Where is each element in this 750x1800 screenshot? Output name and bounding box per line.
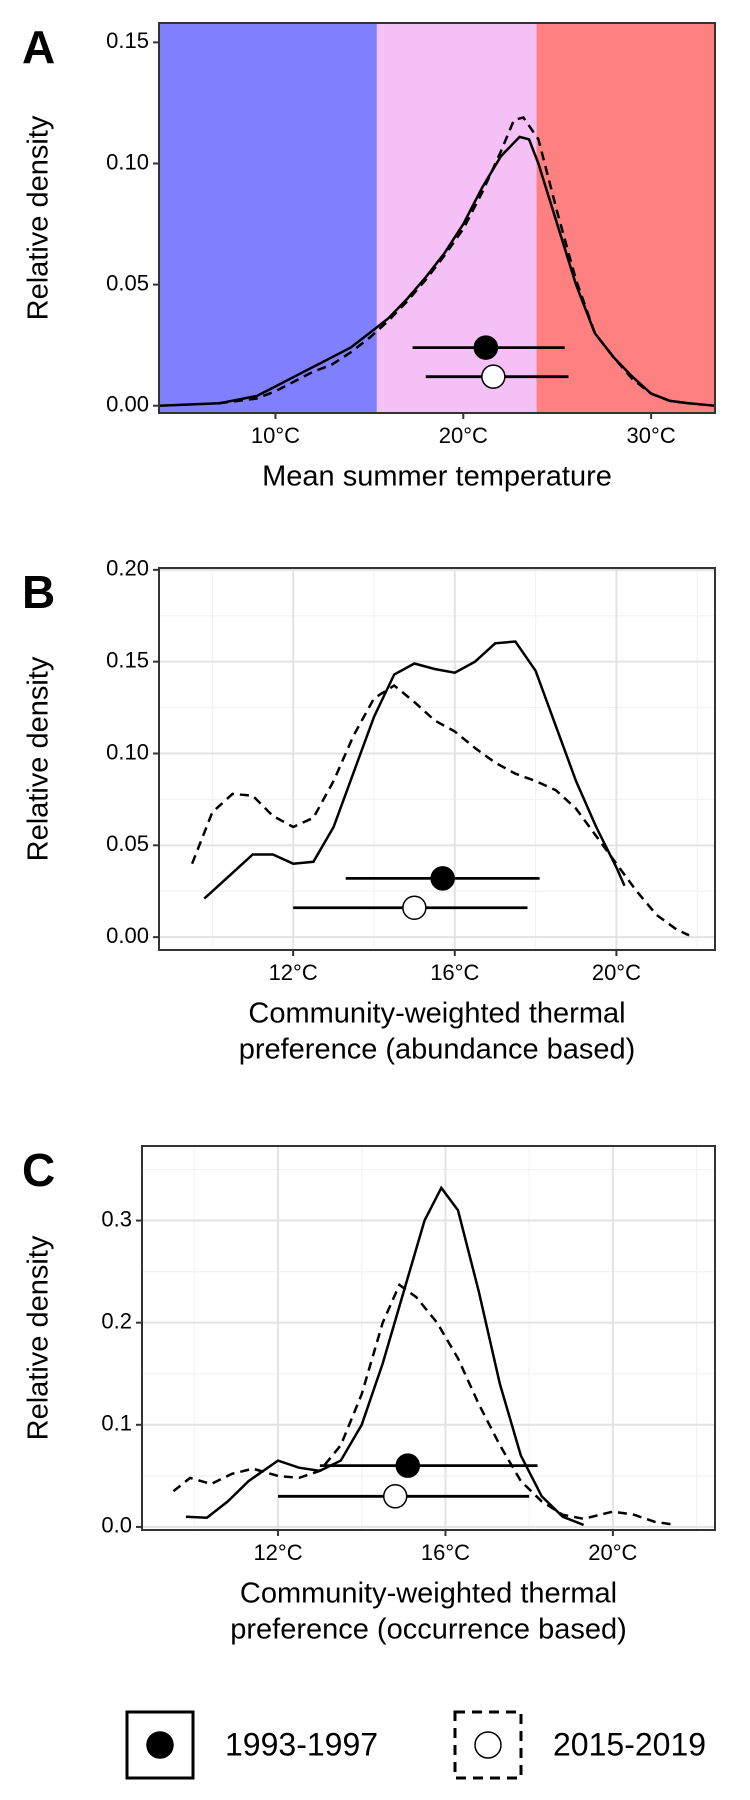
y-tick-label: 0.10: [106, 149, 149, 174]
x-tick-label: 20°C: [592, 960, 641, 985]
legend-label: 2015-2019: [553, 1726, 706, 1762]
density-line: [190, 683, 690, 937]
panel: [142, 1146, 715, 1530]
legend-symbol: [474, 1731, 502, 1759]
panel-border: [158, 22, 716, 414]
y-tick-label: 0.10: [106, 739, 149, 764]
y-axis-label: Relative density: [23, 115, 55, 320]
panel-border: [158, 567, 716, 951]
density-line: [185, 1185, 585, 1527]
x-axis-label: preference (abundance based): [239, 1034, 636, 1066]
y-tick-label: 0.00: [106, 923, 149, 948]
y-tick-label: 0.2: [101, 1308, 132, 1333]
x-tick-label: 10°C: [251, 423, 300, 448]
panel-background: [142, 1146, 715, 1530]
panel-label: C: [22, 1144, 55, 1196]
mean-point: [481, 364, 506, 389]
y-tick-label: 0.3: [101, 1206, 132, 1231]
x-tick-label: 30°C: [627, 423, 676, 448]
mean-point: [430, 866, 455, 891]
x-tick-label: 20°C: [588, 1540, 637, 1565]
x-axis-label: Mean summer temperature: [262, 461, 612, 493]
y-axis-label: Relative density: [23, 656, 55, 861]
y-tick-label: 0.15: [106, 28, 149, 53]
panel-background: [159, 568, 715, 950]
mean-point: [395, 1453, 421, 1478]
y-tick-label: 0.15: [106, 647, 149, 672]
panel: [159, 568, 715, 950]
density-line: [218, 116, 689, 405]
x-tick-label: 16°C: [421, 1540, 470, 1565]
legend-symbol: [146, 1731, 174, 1759]
y-tick-label: 0.05: [106, 270, 149, 295]
density-line: [203, 640, 626, 900]
x-axis-label: Community-weighted thermal: [240, 1578, 617, 1610]
x-tick-label: 12°C: [253, 1540, 302, 1565]
x-tick-label: 20°C: [439, 423, 488, 448]
panel-label: A: [22, 21, 55, 73]
x-axis-label: Community-weighted thermal: [248, 998, 625, 1030]
mean-point: [382, 1484, 408, 1509]
y-tick-label: 0.1: [101, 1411, 132, 1436]
y-axis-label: Relative density: [23, 1235, 55, 1440]
panel-label: B: [22, 566, 55, 618]
y-tick-label: 0.20: [106, 556, 149, 581]
band: [536, 23, 715, 413]
mean-point: [473, 335, 499, 360]
panel: [159, 23, 715, 413]
x-axis-label: preference (occurrence based): [230, 1614, 627, 1646]
band: [376, 23, 537, 413]
x-tick-label: 12°C: [269, 960, 318, 985]
y-tick-label: 0.0: [101, 1513, 132, 1538]
density-line: [172, 1282, 676, 1527]
legend-label: 1993-1997: [225, 1726, 378, 1762]
y-tick-label: 0.05: [106, 831, 149, 856]
mean-point: [402, 895, 427, 921]
band: [159, 23, 377, 413]
x-tick-label: 16°C: [430, 960, 479, 985]
panel-border: [141, 1145, 716, 1531]
y-tick-label: 0.00: [106, 392, 149, 417]
